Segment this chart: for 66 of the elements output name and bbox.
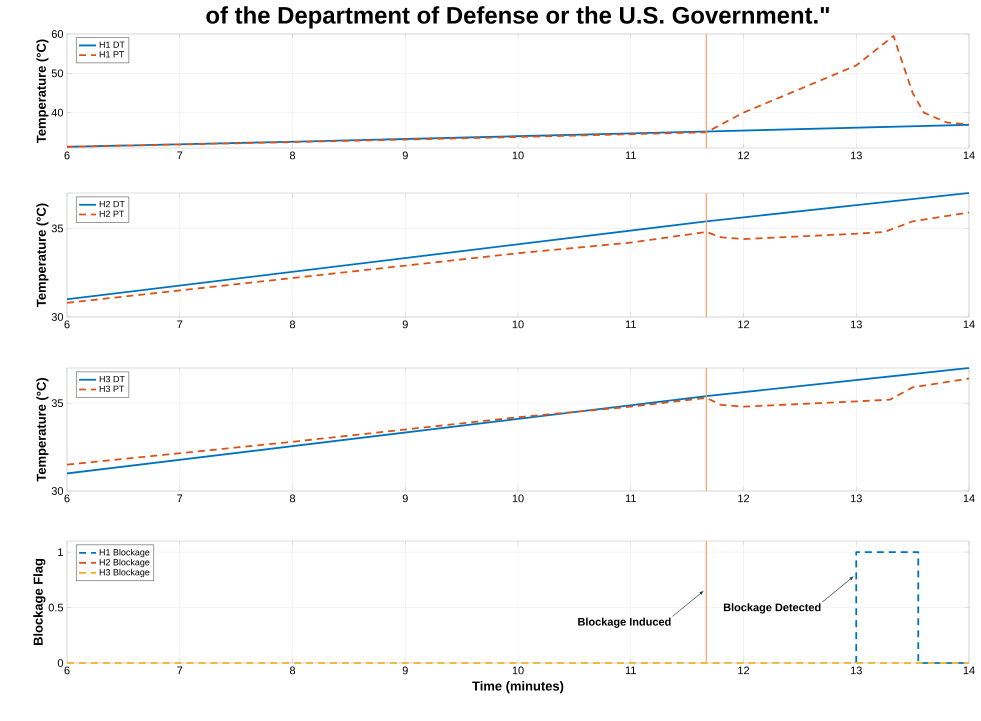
- x-tick-label: 11: [626, 494, 636, 502]
- legend-label: H3 PT: [100, 386, 124, 392]
- line-series: [66, 35, 970, 148]
- y-tick-label: 50: [52, 69, 64, 78]
- annotation: Blockage Detected: [724, 603, 820, 614]
- line-series: [66, 378, 970, 466]
- legend-label: H2 PT: [100, 210, 124, 217]
- legend-label: H1 PT: [100, 51, 124, 58]
- x-tick-label: 9: [402, 152, 408, 160]
- x-tick-label: 10: [512, 666, 524, 674]
- x-tick-label: 13: [850, 494, 862, 502]
- y-tick-label: 1: [58, 548, 63, 556]
- y-axis-title: Temperature (°C): [36, 378, 48, 482]
- x-tick-label: 7: [177, 152, 182, 160]
- x-tick-label: 8: [290, 494, 296, 502]
- x-tick-label: 7: [177, 320, 182, 328]
- x-tick-label: 14: [964, 666, 975, 674]
- x-tick-label: 9: [402, 666, 408, 674]
- y-tick-label: 0: [58, 659, 64, 667]
- x-tick-label: 11: [626, 320, 636, 328]
- x-tick-label: 12: [738, 320, 750, 328]
- y-axis-title: Blockage Flag: [33, 558, 46, 646]
- x-tick-label: 8: [290, 152, 296, 160]
- x-tick-label: 14: [964, 152, 975, 160]
- legend-label: H1 Blockage: [100, 548, 150, 558]
- x-tick-label: 12: [738, 666, 750, 674]
- annotation: Blockage Induced: [578, 618, 671, 628]
- x-tick-label: 13: [850, 320, 862, 328]
- legend-label: H3 DT: [100, 376, 125, 382]
- x-tick-label: 10: [512, 320, 524, 328]
- x-tick-label: 14: [964, 494, 975, 502]
- x-tick-label: 14: [964, 320, 975, 328]
- y-tick-label: 0.5: [48, 604, 64, 612]
- x-tick-label: 7: [177, 494, 182, 502]
- legend-label: H1 DT: [100, 42, 125, 48]
- legend-label: H2 Blockage: [100, 558, 150, 568]
- y-tick-label: 35: [52, 399, 64, 408]
- y-axis-title: Temperature (°C): [36, 40, 48, 143]
- x-tick-label: 8: [290, 320, 296, 328]
- x-tick-label: 9: [402, 320, 408, 328]
- y-axis-title: Temperature (°C): [36, 204, 48, 307]
- line-series: [66, 212, 970, 304]
- x-tick-label: 8: [290, 666, 296, 674]
- legend-label: H3 Blockage: [100, 568, 150, 578]
- x-tick-label: 9: [402, 494, 408, 502]
- x-tick-label: 6: [64, 494, 70, 502]
- x-tick-label: 13: [850, 666, 862, 674]
- y-tick-label: 30: [52, 313, 64, 321]
- x-tick-label: 10: [512, 152, 524, 160]
- x-tick-label: 12: [738, 494, 750, 502]
- y-tick-label: 40: [52, 108, 64, 117]
- x-tick-label: 7: [177, 666, 182, 674]
- x-tick-label: 11: [626, 666, 636, 674]
- y-tick-label: 30: [52, 487, 64, 495]
- x-tick-label: 11: [626, 152, 636, 160]
- x-axis-title: Time (minutes): [472, 681, 564, 694]
- x-tick-label: 6: [64, 666, 70, 674]
- y-tick-label: 35: [52, 224, 64, 232]
- x-tick-label: 6: [64, 320, 70, 328]
- chart-title: of the Department of Defense or the U.S. Government.": [206, 6, 829, 28]
- legend-label: H2 DT: [100, 200, 125, 208]
- x-tick-label: 6: [64, 152, 70, 160]
- x-tick-label: 10: [512, 494, 524, 502]
- x-tick-label: 12: [738, 152, 750, 160]
- x-tick-label: 13: [850, 152, 862, 160]
- y-tick-label: 60: [52, 30, 64, 38]
